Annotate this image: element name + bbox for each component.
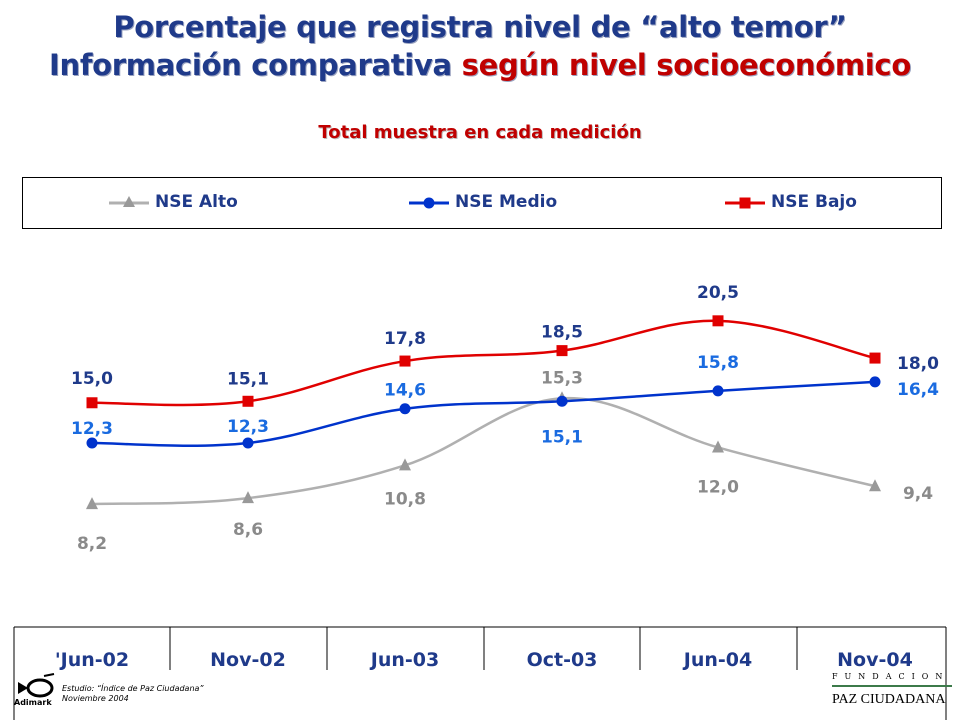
title-part1: Información comparativa xyxy=(49,48,462,82)
data-label: 9,4 xyxy=(903,484,933,504)
data-label: 8,6 xyxy=(233,520,263,540)
logo-fundacion: FUNDACION xyxy=(832,672,950,681)
data-label: 15,1 xyxy=(541,427,583,447)
data-point-medio xyxy=(869,376,881,388)
x-tick-label: Nov-04 xyxy=(837,649,913,671)
data-label: 18,5 xyxy=(541,323,583,343)
adimark-logo xyxy=(18,673,55,698)
x-tick-label: Jun-03 xyxy=(369,649,439,671)
adimark-label: Adimark xyxy=(14,698,52,707)
data-point-alto xyxy=(242,491,254,504)
data-point-alto xyxy=(86,497,98,510)
legend-label-alto: NSE Alto xyxy=(155,192,238,212)
data-point-medio xyxy=(712,385,724,397)
data-point-bajo xyxy=(399,355,411,367)
data-label: 12,3 xyxy=(227,417,269,437)
data-label: 15,3 xyxy=(541,368,583,388)
data-point-alto xyxy=(712,440,724,453)
legend-marker-alto xyxy=(109,196,149,207)
x-tick-label: Nov-02 xyxy=(210,649,286,671)
chart-subtitle: Total muestra en cada medición xyxy=(318,122,642,143)
data-point-bajo xyxy=(86,397,98,409)
footer-date: Noviembre 2004 xyxy=(62,694,129,703)
x-tick-label: 'Jun-02 xyxy=(55,649,129,671)
data-label: 12,0 xyxy=(697,477,739,497)
title-part2: según nivel socioeconómico xyxy=(461,48,912,82)
data-label: 14,6 xyxy=(384,381,426,401)
data-label: 18,0 xyxy=(897,354,939,374)
chart-title-line2: Información comparativa según nivel soci… xyxy=(0,48,960,82)
data-point-bajo xyxy=(556,345,568,357)
logo-name: PAZ CIUDADANA xyxy=(832,692,946,707)
chart-legend: NSE Alto NSE Medio NSE Bajo xyxy=(22,177,942,229)
data-point-medio xyxy=(86,437,98,449)
x-tick-label: Jun-04 xyxy=(682,649,752,671)
data-label: 16,4 xyxy=(897,380,939,400)
data-label: 20,5 xyxy=(697,283,739,303)
data-point-medio xyxy=(399,403,411,415)
data-point-alto xyxy=(399,458,411,471)
legend-label-medio: NSE Medio xyxy=(455,192,558,212)
x-tick-label: Oct-03 xyxy=(527,649,598,671)
data-label: 17,8 xyxy=(384,329,426,349)
data-point-bajo xyxy=(712,315,724,327)
paz-ciudadana-logo: FUNDACION PAZ CIUDADANA xyxy=(832,672,952,716)
data-label: 15,1 xyxy=(227,369,269,389)
data-label: 12,3 xyxy=(71,419,113,439)
legend-label-bajo: NSE Bajo xyxy=(771,192,857,212)
data-point-bajo xyxy=(869,352,881,364)
chart-title: Porcentaje que registra nivel de “alto t… xyxy=(113,10,847,44)
series-line-medio xyxy=(91,380,876,447)
legend-marker-bajo xyxy=(725,197,765,209)
data-point-bajo xyxy=(242,395,254,407)
data-point-medio xyxy=(242,437,254,449)
legend-marker-medio xyxy=(409,197,449,209)
data-label: 15,0 xyxy=(71,369,113,389)
series-line-bajo xyxy=(91,319,876,407)
data-label: 8,2 xyxy=(77,534,107,554)
footer-source: Estudio: “Índice de Paz Ciudadana” Novie… xyxy=(62,684,204,704)
data-point-alto xyxy=(869,479,881,492)
footer-study: Estudio: “Índice de Paz Ciudadana” xyxy=(62,684,204,693)
data-label: 15,8 xyxy=(697,353,739,373)
data-label: 10,8 xyxy=(384,489,426,509)
series-line-alto xyxy=(91,396,876,506)
data-point-medio xyxy=(556,395,568,407)
logo-rule xyxy=(832,685,952,687)
